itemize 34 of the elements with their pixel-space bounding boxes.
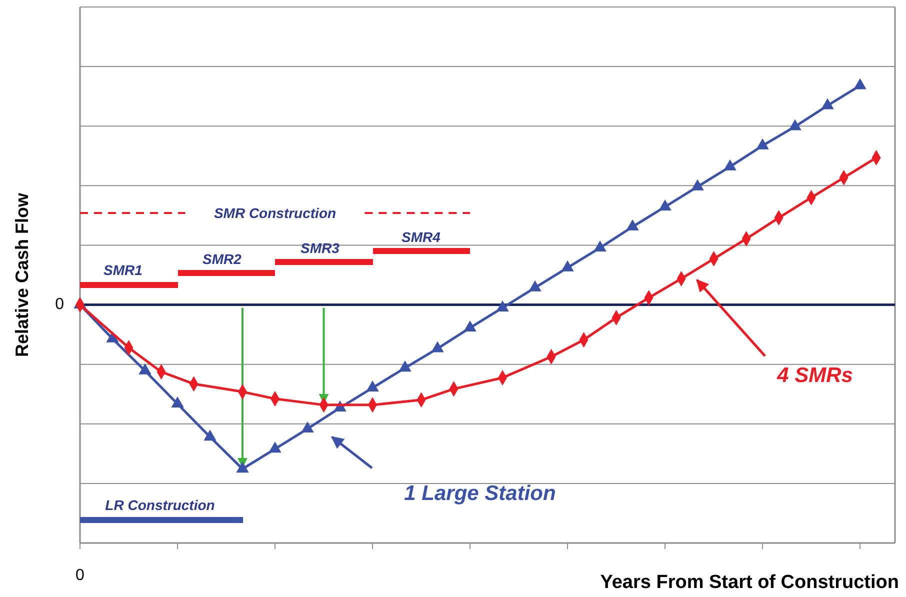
point [464,320,476,332]
point [268,442,282,453]
point [821,98,834,110]
point [691,179,704,190]
text: 0 [76,567,85,584]
point [431,341,444,352]
annotation: SMR4 [402,229,441,245]
point [366,380,379,392]
point [301,421,314,432]
point [398,360,412,372]
text: 0 [55,296,64,313]
point [528,280,542,292]
text: Years From Start of Construction [600,572,899,593]
annotation: SMR3 [300,240,340,256]
point [788,119,802,130]
point [204,430,216,441]
point [594,240,606,252]
annotation: SMR2 [202,251,242,267]
annotation: SMR1 [104,262,143,278]
point [561,260,574,272]
annotation: SMR Construction [214,205,336,221]
point [658,199,672,210]
point [626,219,639,230]
point [724,159,736,170]
point [138,363,152,374]
point [854,78,866,90]
point [171,396,184,408]
text: 1 Large Station [404,482,556,505]
point [756,138,769,150]
point [236,462,249,473]
text: LR Construction [105,497,215,513]
y-axis-title: Relative Cash Flow [12,192,32,358]
text: 4 SMRs [776,364,853,387]
point [496,300,509,312]
